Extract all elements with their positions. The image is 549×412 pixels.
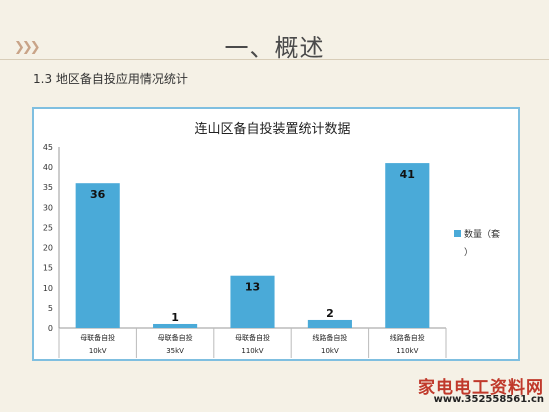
bar-chart: 连山区备自投装置统计数据 0 5 10 15 20 25 30 35 40 45 36 母联备自投 10k… xyxy=(34,109,518,359)
y-tick-label: 45 xyxy=(43,143,53,152)
chart-panel: 连山区备自投装置统计数据 0 5 10 15 20 25 30 35 40 45 36 母联备自投 10k… xyxy=(32,107,520,361)
x-tick-label: 线路备自投 xyxy=(390,333,425,342)
x-tick-label-sub: 110kV xyxy=(241,347,263,355)
title-divider xyxy=(0,59,549,60)
chart-title: 连山区备自投装置统计数据 xyxy=(194,121,350,137)
x-tick-label-sub: 10kV xyxy=(321,347,339,355)
x-tick-label: 母联备自投 xyxy=(158,333,193,342)
bar xyxy=(308,320,352,328)
y-tick-label: 30 xyxy=(43,203,53,212)
y-tick-label: 0 xyxy=(48,324,53,333)
x-tick-label-sub: 10kV xyxy=(89,347,107,355)
y-tick-label: 20 xyxy=(43,244,53,253)
data-label: 36 xyxy=(90,188,106,201)
legend-swatch xyxy=(454,230,461,237)
x-tick-label-sub: 110kV xyxy=(396,347,418,355)
data-label: 41 xyxy=(400,168,415,181)
y-tick-label: 10 xyxy=(43,284,53,293)
y-tick-label: 5 xyxy=(48,304,53,313)
watermark-url: www.352558561.cn xyxy=(434,394,544,405)
slide-title: 一、概述 xyxy=(0,28,549,63)
data-label: 2 xyxy=(326,307,334,320)
bar xyxy=(385,163,429,328)
bar xyxy=(76,183,120,328)
y-tick-label: 15 xyxy=(43,264,53,273)
y-tick-label: 25 xyxy=(43,223,53,232)
data-label: 13 xyxy=(245,281,260,294)
y-tick-label: 35 xyxy=(43,183,53,192)
section-heading: 1.3 地区备自投应用情况统计 xyxy=(33,70,188,87)
legend-label: 数量（套 xyxy=(464,228,500,240)
x-tick-label: 母联备自投 xyxy=(80,333,115,342)
x-tick-label-sub: 35kV xyxy=(166,347,184,355)
data-label: 1 xyxy=(171,311,179,324)
legend-label-cont: ） xyxy=(464,247,473,258)
bar xyxy=(153,324,197,328)
y-tick-label: 40 xyxy=(43,163,53,172)
x-tick-label: 线路备自投 xyxy=(312,333,347,342)
x-tick-label: 母联备自投 xyxy=(235,333,270,342)
